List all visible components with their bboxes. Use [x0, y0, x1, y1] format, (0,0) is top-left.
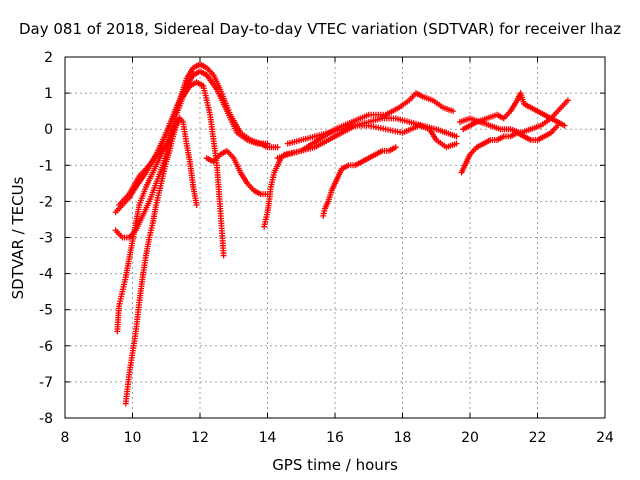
x-tick-label: 22 [529, 430, 547, 446]
data-point [453, 140, 460, 147]
y-tick-label: -8 [39, 411, 53, 427]
series-arc-b [116, 61, 281, 209]
data-point [176, 115, 183, 122]
y-tick-label: -1 [39, 158, 53, 174]
x-tick-label: 14 [259, 430, 277, 446]
y-tick-label: -3 [39, 231, 53, 247]
y-tick-label: -6 [39, 339, 53, 355]
x-tick-labels: 8 10 12 14 16 18 20 22 24 [61, 430, 614, 446]
x-tick-label: 16 [326, 430, 344, 446]
x-tick-label: 8 [61, 430, 70, 446]
series-arc-f [203, 147, 271, 198]
chart-title: Day 081 of 2018, Sidereal Day-to-day VTE… [18, 20, 622, 38]
data-point [561, 122, 568, 129]
grid-lines [65, 57, 605, 418]
series-arc-j [284, 122, 460, 151]
data-point [450, 108, 457, 115]
y-axis-label: SDTVAR / TECUs [9, 176, 27, 300]
x-tick-label: 20 [461, 430, 479, 446]
y-tick-label: -7 [39, 375, 53, 391]
data-point [193, 202, 200, 209]
series-arc-c [112, 79, 227, 259]
x-tick-label: 18 [394, 430, 412, 446]
series-arc-l [458, 122, 561, 176]
y-tick-label: -5 [39, 303, 53, 319]
x-tick-label: 10 [124, 430, 142, 446]
series-arc-e [122, 115, 183, 407]
series-arc-h [274, 115, 460, 162]
y-tick-label: -4 [39, 267, 53, 283]
x-tick-label: 24 [596, 430, 614, 446]
y-tick-labels: -8 -7 -6 -5 -4 -3 -2 -1 0 1 2 [39, 50, 53, 427]
series-arc-m [460, 90, 568, 133]
data-point [453, 133, 460, 140]
data-point [392, 144, 399, 151]
data-points [112, 61, 571, 407]
series-arc-i [281, 90, 457, 158]
series-arc-k [320, 144, 399, 219]
data-point [274, 144, 281, 151]
y-tick-label: 1 [44, 86, 53, 102]
y-tick-label: -2 [39, 194, 53, 210]
data-point [220, 252, 227, 259]
axis-ticks [64, 56, 606, 419]
series-arc-g [261, 155, 284, 230]
x-axis-label: GPS time / hours [272, 456, 398, 474]
x-tick-label: 12 [191, 430, 209, 446]
data-point [564, 97, 571, 104]
series-arc-n [456, 97, 571, 136]
y-tick-label: 0 [44, 122, 53, 138]
y-tick-label: 2 [44, 50, 53, 66]
